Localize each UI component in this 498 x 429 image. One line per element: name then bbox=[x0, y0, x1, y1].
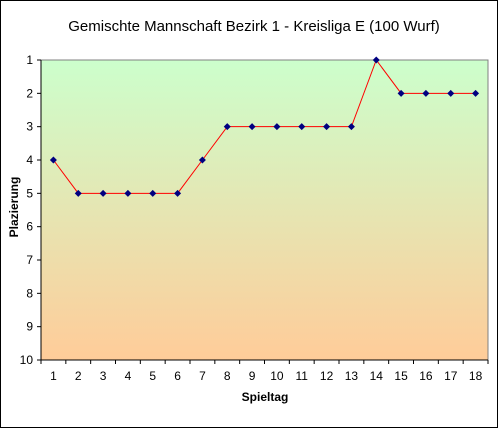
x-tick-label: 13 bbox=[345, 369, 359, 383]
data-point-marker bbox=[422, 89, 430, 97]
data-point-marker bbox=[198, 156, 206, 164]
y-tick-label: 10 bbox=[20, 353, 34, 367]
x-tick-label: 5 bbox=[149, 369, 156, 383]
data-point-marker bbox=[347, 123, 355, 131]
data-point-marker bbox=[248, 123, 256, 131]
x-tick-label: 6 bbox=[174, 369, 181, 383]
x-tick-label: 4 bbox=[125, 369, 132, 383]
data-point-marker bbox=[49, 156, 57, 164]
data-point-marker bbox=[472, 89, 480, 97]
series-line bbox=[53, 58, 476, 194]
x-tick-label: 10 bbox=[270, 369, 284, 383]
data-point-marker bbox=[323, 123, 331, 131]
x-tick-label: 9 bbox=[249, 369, 256, 383]
y-tick-label: 4 bbox=[26, 153, 33, 167]
y-tick-label: 8 bbox=[26, 286, 33, 300]
y-tick-label: 7 bbox=[26, 253, 33, 267]
x-tick-label: 12 bbox=[320, 369, 334, 383]
y-tick-label: 6 bbox=[26, 220, 33, 234]
y-tick-label: 5 bbox=[26, 186, 33, 200]
y-tick-label: 9 bbox=[26, 320, 33, 334]
y-ticks: 1 2 3 4 5 6 7 8 9 10 bbox=[20, 53, 41, 367]
data-point-marker bbox=[273, 123, 281, 131]
x-tick-label: 1 bbox=[50, 369, 57, 383]
series-markers bbox=[49, 56, 480, 197]
data-point-marker bbox=[74, 189, 82, 197]
x-ticks: 1 2 3 4 5 6 7 8 9 10 11 12 13 14 15 16 17 18 bbox=[40, 360, 489, 383]
x-axis-label: Spieltag bbox=[242, 390, 289, 404]
data-point-marker bbox=[223, 123, 231, 131]
x-tick-label: 14 bbox=[370, 369, 384, 383]
y-tick-label: 2 bbox=[26, 86, 33, 100]
x-tick-label: 3 bbox=[100, 369, 107, 383]
data-point-marker bbox=[447, 89, 455, 97]
plot-area bbox=[40, 59, 489, 361]
x-tick-label: 15 bbox=[394, 369, 408, 383]
data-point-marker bbox=[298, 123, 306, 131]
chart-title: Gemischte Mannschaft Bezirk 1 - Kreislig… bbox=[68, 18, 440, 35]
y-axis-label: Plazierung bbox=[7, 177, 21, 238]
x-tick-label: 8 bbox=[224, 369, 231, 383]
data-point-marker bbox=[149, 189, 157, 197]
y-tick-label: 3 bbox=[26, 120, 33, 134]
x-tick-label: 18 bbox=[469, 369, 483, 383]
x-tick-label: 16 bbox=[419, 369, 433, 383]
data-point-marker bbox=[397, 89, 405, 97]
x-tick-label: 2 bbox=[75, 369, 82, 383]
data-point-marker bbox=[174, 189, 182, 197]
data-point-marker bbox=[99, 189, 107, 197]
x-tick-label: 11 bbox=[296, 369, 309, 383]
x-tick-label: 7 bbox=[199, 369, 206, 383]
y-tick-label: 1 bbox=[26, 53, 33, 67]
data-point-marker bbox=[372, 56, 380, 64]
data-point-marker bbox=[124, 189, 132, 197]
x-tick-label: 17 bbox=[444, 369, 458, 383]
